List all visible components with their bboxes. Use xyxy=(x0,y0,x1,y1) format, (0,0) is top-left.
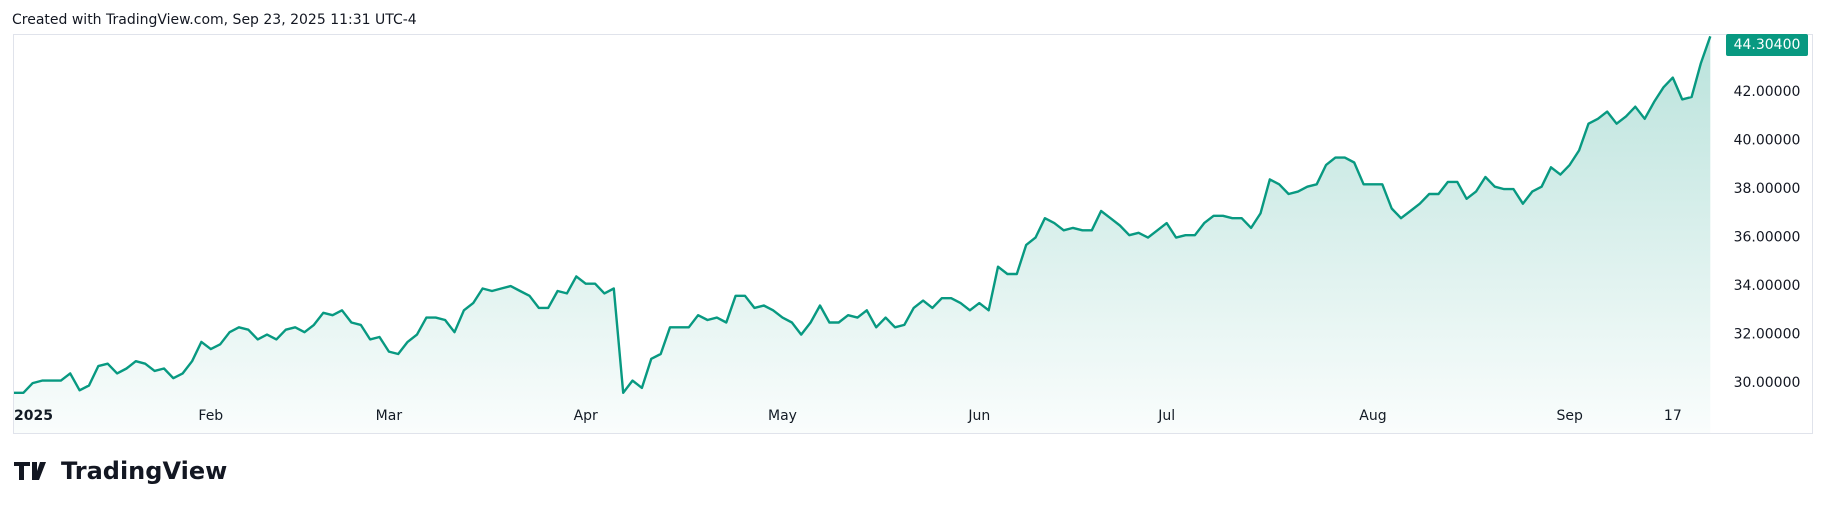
y-tick-label: 34.00000 xyxy=(1734,278,1801,294)
y-tick-label: 38.00000 xyxy=(1734,181,1801,197)
area xyxy=(14,36,1711,434)
logo-text: TradingView xyxy=(61,457,227,485)
y-tick-label: 30.00000 xyxy=(1734,375,1801,391)
credit: Created with TradingView.com, Sep 23, 20… xyxy=(12,12,417,28)
price-line xyxy=(14,35,1712,394)
last-price-label: 44.30400 xyxy=(1734,37,1801,53)
y-tick-label: 32.00000 xyxy=(1734,327,1801,343)
y-tick-label: 40.00000 xyxy=(1734,133,1801,149)
y-tick-label: 36.00000 xyxy=(1734,230,1801,246)
frame xyxy=(13,34,1813,434)
logo: TradingView xyxy=(14,457,227,485)
y-tick-label: 42.00000 xyxy=(1734,84,1801,100)
last-price-badge xyxy=(1726,34,1808,56)
